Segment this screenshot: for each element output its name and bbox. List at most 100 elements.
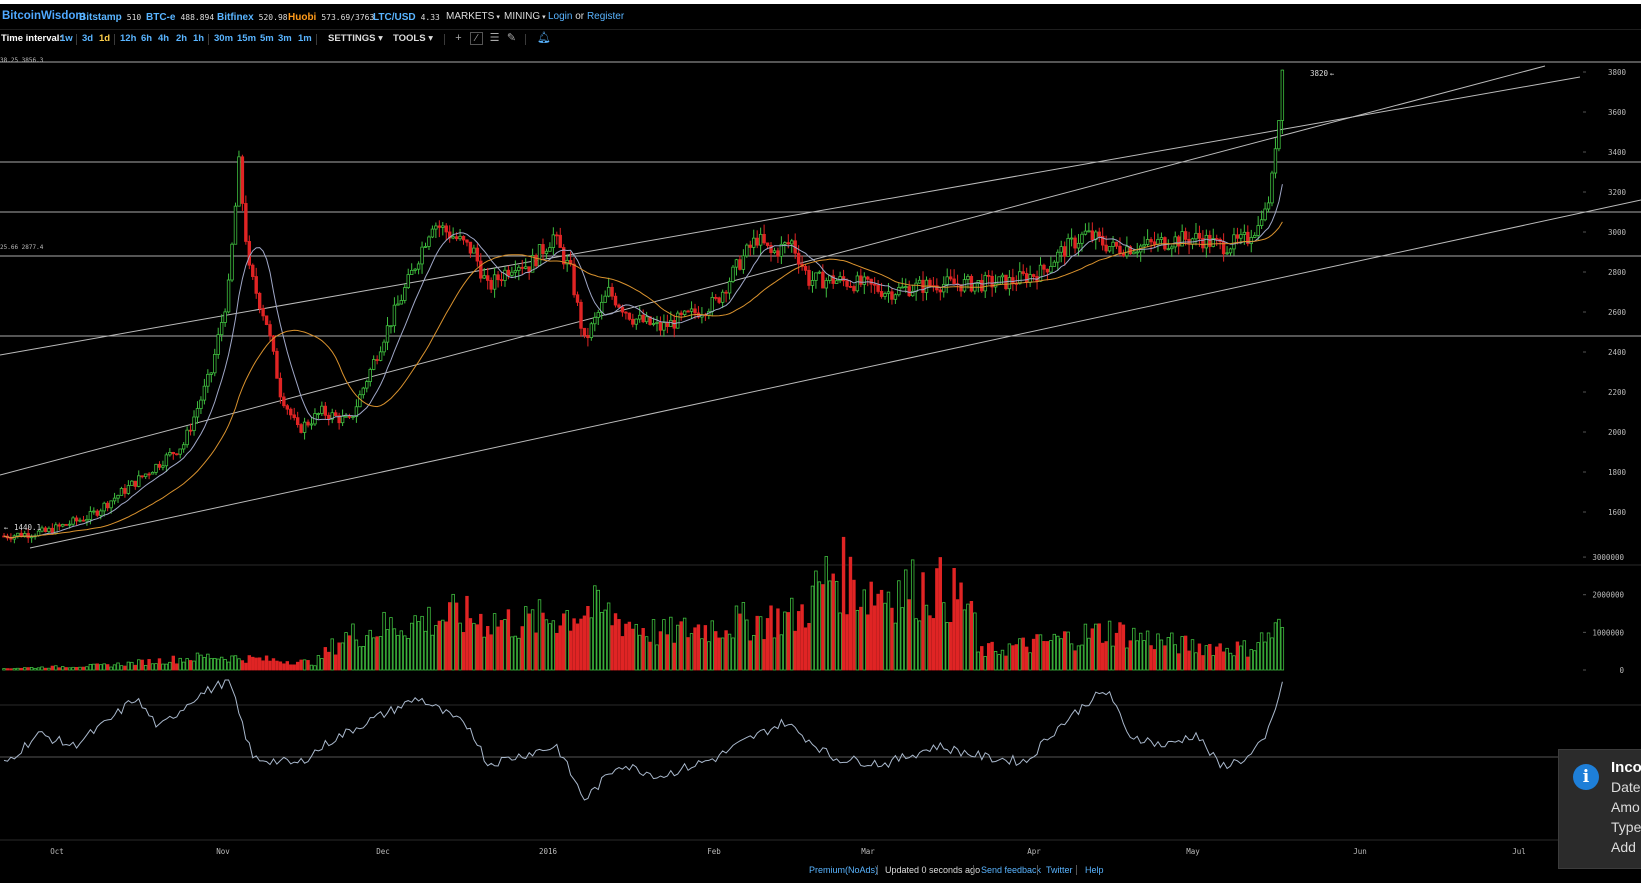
price-chart[interactable]: 1600 1800 2000 2200 2400 2600 2800 3000 3200 3400…: [0, 50, 1641, 859]
volume-bar: [247, 655, 252, 671]
ticker-ltcusd[interactable]: LTC/USD 4.33: [373, 12, 440, 23]
candle-body: [465, 239, 469, 243]
volume-bar: [1066, 631, 1070, 671]
ticker-huobi[interactable]: Huobi 573.69/3763: [288, 12, 375, 23]
register-link[interactable]: Register: [586, 11, 625, 22]
volume-bar: [392, 628, 397, 671]
candle-body: [796, 252, 801, 265]
volume-bar: [973, 612, 977, 671]
candle-body: [1145, 239, 1150, 245]
candle-body: [548, 247, 552, 252]
interval-1w[interactable]: 1w: [60, 33, 73, 44]
ticker-bitfinex[interactable]: Bitfinex 520.98: [217, 12, 288, 23]
interval-4h[interactable]: 4h: [158, 33, 170, 44]
volume-bar: [862, 589, 866, 671]
volume-bar: [1273, 622, 1278, 671]
volume-bar: [1111, 645, 1115, 671]
divider: [1037, 865, 1038, 875]
ticker-bitstamp[interactable]: Bitstamp 510: [79, 12, 142, 23]
top-reference-label: 38.25 3856.3: [0, 57, 44, 64]
interval-1d[interactable]: 1d: [99, 33, 111, 44]
volume-bar: [752, 634, 756, 671]
volume-bar: [123, 665, 127, 671]
candle-body: [603, 295, 607, 303]
candle-body: [1270, 172, 1274, 204]
divider: [316, 34, 317, 45]
price-tick-label: 3000: [1608, 228, 1627, 237]
volume-bar: [244, 662, 248, 671]
volume-bar: [406, 638, 410, 671]
volume-bar: [175, 663, 179, 671]
horizontal-lines-icon[interactable]: ☰: [489, 32, 500, 44]
candle-body: [942, 283, 946, 293]
volume-bar: [872, 605, 877, 671]
candle-body: [907, 286, 911, 297]
interval-3d[interactable]: 3d: [82, 33, 94, 44]
volume-bar: [1201, 655, 1205, 671]
volume-bar: [1135, 640, 1139, 671]
mining-menu[interactable]: MINING ▾: [504, 11, 546, 22]
candle-body: [748, 244, 752, 248]
volume-bar: [562, 613, 566, 671]
interval-1m[interactable]: 1m: [298, 33, 312, 44]
interval-6h[interactable]: 6h: [141, 33, 153, 44]
interval-30m[interactable]: 30m: [214, 33, 234, 44]
candle-body: [617, 304, 621, 308]
candle-body: [133, 480, 137, 487]
volume-bar: [1073, 650, 1077, 671]
volume-bar: [890, 607, 894, 671]
candle-body: [1087, 230, 1091, 233]
candle-body: [537, 244, 542, 267]
trendline-tool-icon[interactable]: ∕: [470, 32, 483, 45]
settings-menu[interactable]: SETTINGS ▾: [328, 33, 383, 44]
volume-bar: [92, 663, 96, 671]
candle-body: [814, 272, 818, 281]
candle-body: [1073, 237, 1077, 249]
volume-bar: [1014, 644, 1019, 671]
interval-1h[interactable]: 1h: [193, 33, 205, 44]
premium-link[interactable]: Premium(NoAds): [809, 865, 879, 875]
volume-bar: [137, 659, 141, 671]
login-link[interactable]: Login: [548, 11, 573, 22]
pen-icon[interactable]: ✎: [506, 32, 517, 44]
volume-bar: [88, 663, 93, 671]
volume-bar: [520, 626, 524, 671]
volume-bar: [966, 603, 970, 671]
candle-body: [275, 350, 279, 379]
time-tick-label: Nov: [216, 847, 230, 856]
bell-icon[interactable]: 🔔︎: [537, 32, 551, 44]
volume-bar: [807, 623, 811, 671]
twitter-link[interactable]: Twitter: [1046, 865, 1073, 875]
interval-5m[interactable]: 5m: [260, 33, 274, 44]
volume-bar: [1280, 627, 1285, 671]
volume-bar: [917, 620, 922, 671]
candle-body: [427, 236, 431, 247]
candle-body: [997, 276, 1001, 285]
volume-bar: [330, 638, 334, 671]
interval-2h[interactable]: 2h: [176, 33, 188, 44]
candle-body: [378, 351, 383, 361]
site-logo[interactable]: BitcoinWisdom: [2, 10, 86, 22]
candle-body: [821, 271, 825, 289]
tools-menu[interactable]: TOOLS ▾: [393, 33, 433, 44]
candle-body: [143, 473, 148, 478]
candle-body: [261, 308, 265, 317]
help-link[interactable]: Help: [1085, 865, 1104, 875]
notification-toast[interactable]: i Inco Date Amo Type Add: [1558, 749, 1641, 869]
interval-3m[interactable]: 3m: [278, 33, 292, 44]
time-tick-label: Apr: [1027, 847, 1041, 856]
volume-bar: [143, 664, 148, 671]
interval-12h[interactable]: 12h: [120, 33, 137, 44]
candle-body: [316, 413, 321, 415]
markets-menu[interactable]: MARKETS ▾: [446, 11, 500, 22]
interval-15m[interactable]: 15m: [237, 33, 257, 44]
volume-bar: [444, 621, 448, 671]
volume-bar: [458, 622, 462, 671]
chevron-down-icon: ▾: [428, 33, 433, 44]
candle-body: [340, 415, 345, 424]
divider: [1076, 865, 1077, 875]
crosshair-icon[interactable]: +: [455, 32, 462, 44]
ticker-btce[interactable]: BTC-e 488.894: [146, 12, 215, 23]
volume-bar: [1142, 640, 1146, 671]
send-feedback-link[interactable]: Send feedback: [981, 865, 1042, 875]
